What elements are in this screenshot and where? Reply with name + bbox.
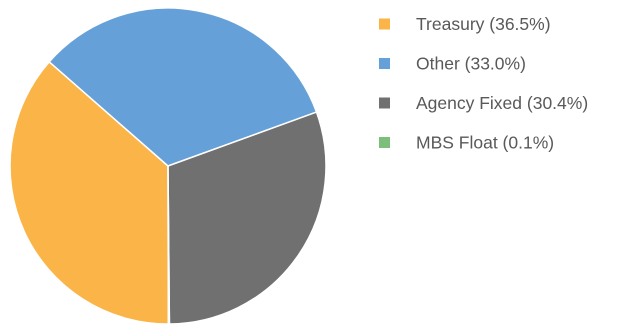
legend-swatch-1 <box>379 58 390 69</box>
legend-label-3: MBS Float (0.1%) <box>416 133 554 153</box>
legend-label-0: Treasury (36.5%) <box>416 14 551 34</box>
pie-slices <box>9 7 327 324</box>
legend-swatch-2 <box>379 97 390 109</box>
pie-slice-1 <box>48 7 318 167</box>
legend-label-2: Agency Fixed (30.4%) <box>416 93 588 113</box>
pie-slice-0 <box>9 61 170 324</box>
pie-slice-2 <box>167 111 327 324</box>
legend-swatch-3 <box>379 137 390 148</box>
legend-label-1: Other (33.0%) <box>416 54 526 74</box>
legend: Treasury (36.5%) Other (33.0%) Agency Fixe… <box>379 14 588 153</box>
legend-swatch-0 <box>379 18 390 30</box>
